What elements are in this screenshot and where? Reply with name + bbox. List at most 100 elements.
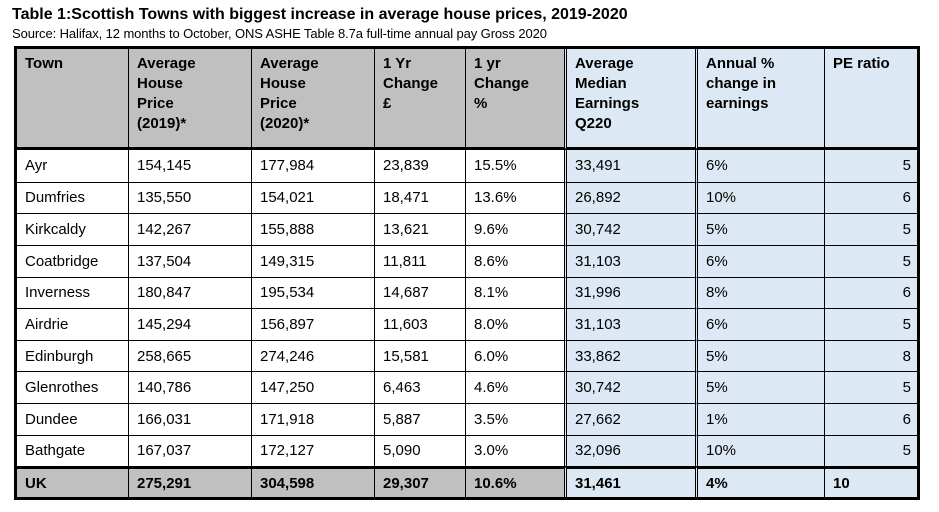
table-cell: 6 xyxy=(824,181,917,214)
table-cell: 33,862 xyxy=(564,339,695,372)
table-cell: 145,294 xyxy=(128,308,251,340)
header-line: Town xyxy=(25,55,64,72)
header-line: Price xyxy=(260,95,297,112)
table-cell: 4.6% xyxy=(465,371,564,403)
table-cell: 8.1% xyxy=(465,276,564,309)
house-price-table: Town Average House Price (2019)* Average Hou… xyxy=(14,46,920,500)
table-cell: 154,021 xyxy=(251,181,374,214)
table-cell: Inverness xyxy=(17,276,128,309)
header-line: % xyxy=(474,95,488,112)
header-line: Earnings xyxy=(575,95,640,112)
header-line: change in xyxy=(706,75,777,92)
header-pe-ratio: PE ratio xyxy=(824,49,917,150)
table-cell: 156,897 xyxy=(251,308,374,340)
table-cell: 275,291 xyxy=(128,466,251,497)
header-line: earnings xyxy=(706,95,769,112)
header-line: House xyxy=(137,75,183,92)
header-line: Price xyxy=(137,95,174,112)
table-cell: 23,839 xyxy=(374,150,465,182)
table-row: Dundee 166,031 171,918 5,887 3.5% 27,662 1% 6 xyxy=(17,403,917,435)
table-cell: 195,534 xyxy=(251,276,374,309)
table-cell: 31,103 xyxy=(564,308,695,340)
header-town: Town xyxy=(17,49,128,150)
table-cell: 149,315 xyxy=(251,244,374,277)
table-cell: 177,984 xyxy=(251,150,374,182)
table-row: Airdrie 145,294 156,897 11,603 8.0% 31,103 6% 5 xyxy=(17,308,917,340)
table-cell: 5 xyxy=(824,434,917,467)
table-cell: Airdrie xyxy=(17,308,128,340)
table-cell: 6.0% xyxy=(465,339,564,372)
header-line: Q220 xyxy=(575,115,612,132)
table-cell: 30,742 xyxy=(564,371,695,403)
table-cell: 137,504 xyxy=(128,244,251,277)
header-row: Town Average House Price (2019)* Average Hou… xyxy=(17,49,917,150)
header-line: House xyxy=(260,75,306,92)
table-cell: 155,888 xyxy=(251,213,374,245)
table-row: Inverness 180,847 195,534 14,687 8.1% 31,996 8… xyxy=(17,276,917,309)
table-cell: 13,621 xyxy=(374,213,465,245)
table-cell: 142,267 xyxy=(128,213,251,245)
table-cell: Glenrothes xyxy=(17,371,128,403)
table-source: Source: Halifax, 12 months to October, O… xyxy=(12,26,547,41)
table-cell: 6 xyxy=(824,276,917,309)
table-cell: 5 xyxy=(824,308,917,340)
table-cell: UK xyxy=(17,466,128,497)
total-row-uk: UK 275,291 304,598 29,307 10.6% 31,461 4% 10 xyxy=(17,466,917,497)
table-cell: 140,786 xyxy=(128,371,251,403)
table-cell: 274,246 xyxy=(251,339,374,372)
table-row: Coatbridge 137,504 149,315 11,811 8.6% 31,103… xyxy=(17,244,917,277)
table-cell: 10.6% xyxy=(465,466,564,497)
table-cell: 29,307 xyxy=(374,466,465,497)
table-cell: 11,811 xyxy=(374,244,465,277)
table-cell: 30,742 xyxy=(564,213,695,245)
table-cell: 8.0% xyxy=(465,308,564,340)
table-cell: 14,687 xyxy=(374,276,465,309)
table-cell: 167,037 xyxy=(128,434,251,467)
table-title: Table 1:Scottish Towns with biggest incr… xyxy=(12,6,628,23)
table-row: Bathgate 167,037 172,127 5,090 3.0% 32,096 10%… xyxy=(17,434,917,467)
table-cell: 15.5% xyxy=(465,150,564,182)
table-row: Kirkcaldy 142,267 155,888 13,621 9.6% 30,742 5… xyxy=(17,213,917,245)
table-cell: Coatbridge xyxy=(17,244,128,277)
table-cell: 135,550 xyxy=(128,181,251,214)
header-line: 1 Yr xyxy=(383,55,412,72)
table-cell: 3.5% xyxy=(465,403,564,435)
table-cell: 32,096 xyxy=(564,434,695,467)
table-cell: 6% xyxy=(695,244,824,277)
table-cell: 304,598 xyxy=(251,466,374,497)
table-cell: 5 xyxy=(824,244,917,277)
table-row: Glenrothes 140,786 147,250 6,463 4.6% 30,742 5… xyxy=(17,371,917,403)
table-cell: 5% xyxy=(695,371,824,403)
table-cell: 171,918 xyxy=(251,403,374,435)
table-cell: 13.6% xyxy=(465,181,564,214)
table-cell: 10% xyxy=(695,181,824,214)
table-cell: 9.6% xyxy=(465,213,564,245)
table-cell: 5% xyxy=(695,339,824,372)
table-cell: Bathgate xyxy=(17,434,128,467)
header-change-pct: 1 yr Change% xyxy=(465,49,564,150)
header-line: 1 yr xyxy=(474,55,501,72)
table-cell: 5 xyxy=(824,213,917,245)
table-cell: 5 xyxy=(824,371,917,403)
table-cell: 5% xyxy=(695,213,824,245)
header-median-earnings: Average Median Earnings Q220 xyxy=(564,49,695,150)
table-cell: Kirkcaldy xyxy=(17,213,128,245)
table-cell: 6% xyxy=(695,150,824,182)
table-cell: 4% xyxy=(695,466,824,497)
table-cell: 10% xyxy=(695,434,824,467)
table-cell: 6% xyxy=(695,308,824,340)
table-cell: 172,127 xyxy=(251,434,374,467)
table-cell: 6,463 xyxy=(374,371,465,403)
table-cell: 31,461 xyxy=(564,466,695,497)
table-cell: 5,090 xyxy=(374,434,465,467)
table-cell: 3.0% xyxy=(465,434,564,467)
header-change-gbp: 1 Yr Change £ xyxy=(374,49,465,150)
table-cell: Ayr xyxy=(25,157,48,175)
table-cell: 10 xyxy=(824,466,917,497)
header-line: Change xyxy=(474,75,530,92)
table-cell: 154,145 xyxy=(128,150,251,182)
table-cell: 11,603 xyxy=(374,308,465,340)
table-cell: 147,250 xyxy=(251,371,374,403)
header-line: PE ratio xyxy=(833,55,890,72)
table-cell: 180,847 xyxy=(128,276,251,309)
